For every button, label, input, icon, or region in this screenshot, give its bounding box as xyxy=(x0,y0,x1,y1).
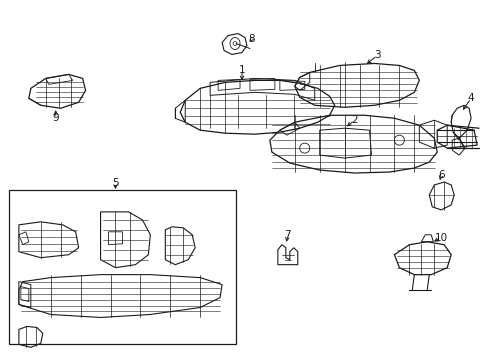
Text: 4: 4 xyxy=(467,93,473,103)
Text: 10: 10 xyxy=(434,233,447,243)
Text: 8: 8 xyxy=(248,33,255,44)
Text: 3: 3 xyxy=(373,50,380,60)
Text: 1: 1 xyxy=(238,66,245,76)
Text: 7: 7 xyxy=(284,230,290,240)
Text: 6: 6 xyxy=(437,170,444,180)
Text: 9: 9 xyxy=(52,113,59,123)
Text: 5: 5 xyxy=(112,178,119,188)
Bar xyxy=(9,190,236,345)
Text: 2: 2 xyxy=(350,115,357,125)
